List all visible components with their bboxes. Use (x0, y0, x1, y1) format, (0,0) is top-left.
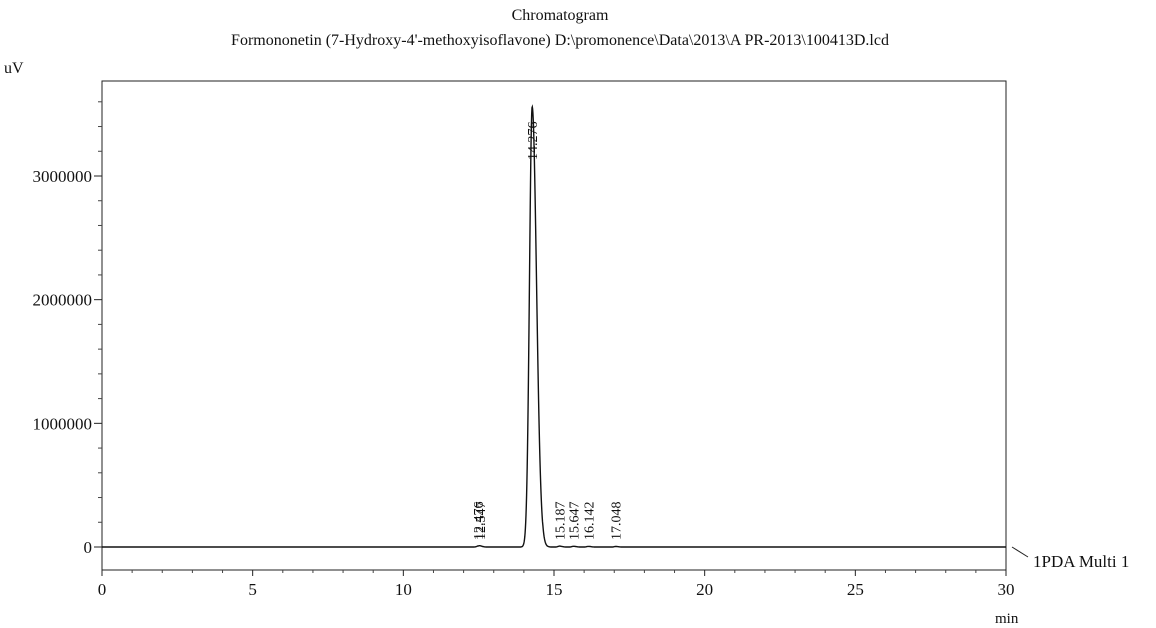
plot-frame (101, 80, 1007, 571)
peak-label: 12.547 (474, 502, 489, 541)
x-tick-label: 10 (395, 580, 412, 599)
y-tick-label: 1000000 (33, 414, 93, 433)
peak-label: 16.142 (582, 502, 597, 541)
axis-ticks (94, 101, 1007, 576)
peak-label: 15.187 (554, 502, 569, 541)
x-tick-label: 15 (546, 580, 563, 599)
tick-labels: 0 5 10 15 20 25 30 0 1000000 2000000 3000000 (33, 167, 1015, 599)
y-tick-label: 2000000 (33, 291, 93, 310)
peak-label: 17.048 (610, 502, 625, 541)
x-tick-label: 0 (98, 580, 107, 599)
x-tick-label: 30 (998, 580, 1015, 599)
series-line-1pda-multi-1 (102, 104, 1006, 548)
x-axis-label: min (995, 611, 1019, 627)
series-layer (102, 104, 1006, 548)
peak-label: 15.647 (567, 502, 582, 541)
y-tick-label: 3000000 (33, 167, 93, 186)
peak-label: 12.476 (472, 502, 487, 541)
x-tick-label: 20 (696, 580, 713, 599)
x-tick-label: 25 (847, 580, 864, 599)
chart-title: Chromatogram (512, 7, 609, 24)
chart-subtitle: Formononetin (7-Hydroxy-4'-methoxyisofla… (231, 32, 889, 49)
y-axis-label: uV (4, 60, 24, 77)
series-label: 1PDA Multi 1 (1033, 552, 1129, 571)
x-tick-label: 5 (248, 580, 257, 599)
series-end-label: 1PDA Multi 1 (1011, 546, 1129, 571)
y-tick-label: 0 (84, 538, 93, 557)
series-label-leader (1011, 546, 1029, 558)
peak-label: 14.276 (526, 122, 541, 161)
